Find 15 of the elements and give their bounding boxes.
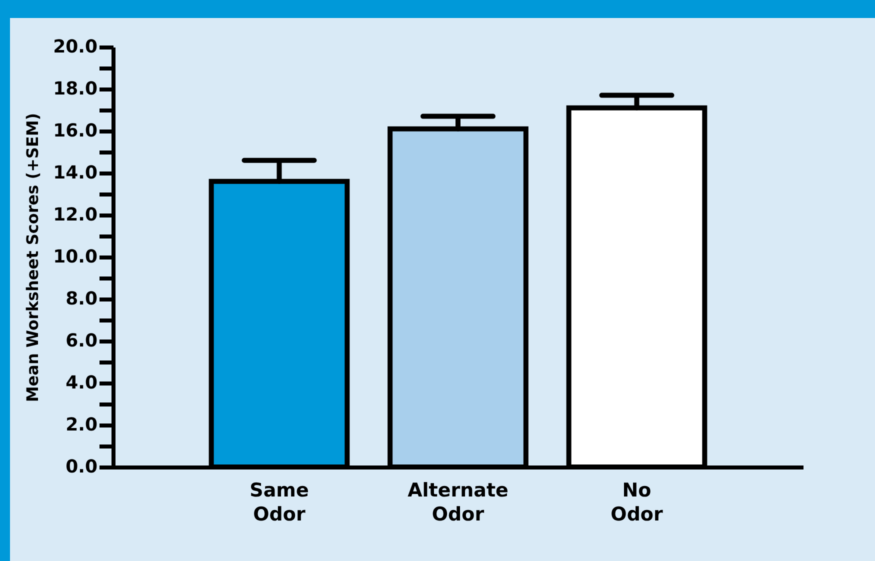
y-tick-label: 16.0 (53, 120, 98, 142)
y-tick-label: 14.0 (53, 162, 98, 184)
y-tick-label: 6.0 (66, 330, 98, 352)
y-tick-label: 18.0 (53, 78, 98, 100)
y-tick-label: 20.0 (53, 36, 98, 58)
y-axis-title: Mean Worksheet Scores (+SEM) (23, 112, 42, 402)
y-tick-label: 4.0 (66, 372, 98, 394)
y-tick-label: 12.0 (53, 204, 98, 226)
y-tick-label: 0.0 (66, 456, 98, 478)
x-tick-label: No Odor (610, 480, 664, 526)
y-tick-label: 8.0 (66, 288, 98, 310)
y-tick-label: 10.0 (53, 246, 98, 268)
x-tick-label: Alternate Odor (408, 480, 508, 526)
y-tick-label: 2.0 (66, 414, 98, 436)
x-tick-label: Same Odor (250, 480, 309, 526)
